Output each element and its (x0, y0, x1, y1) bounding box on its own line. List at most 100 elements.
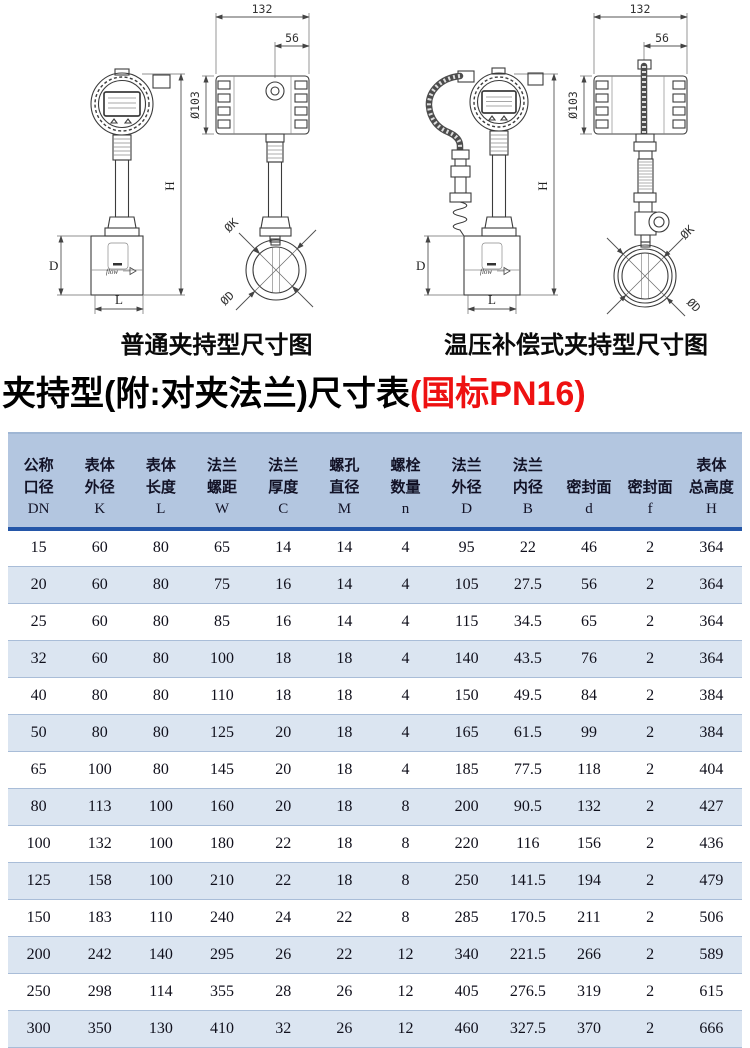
table-cell: 46 (580, 539, 597, 557)
housing-side (593, 75, 688, 135)
title-standard-badge: (国标PN16) (409, 375, 586, 413)
transmitter-head (457, 67, 544, 132)
table-row: 50 80 80 125 20 18 4 165 61.5 99 2 384 (8, 714, 742, 751)
column-header: 密封面 d (558, 432, 620, 531)
side-view-compensated: 132 56 Ø103 (566, 2, 704, 317)
table-cell: 80 (152, 760, 169, 778)
table-cell: 210 (210, 871, 235, 889)
column-symbol: C (278, 501, 289, 517)
table-cell: 4 (401, 723, 410, 741)
table-cell: 80 (152, 649, 169, 667)
table-cell: 140 (454, 649, 479, 667)
table-row: 80 113 100 160 20 18 8 200 90.5 132 2 427 (8, 788, 742, 825)
table-cell: 113 (88, 797, 112, 815)
table-cell: 27.5 (513, 575, 542, 593)
table-cell: 95 (458, 539, 475, 557)
table-cell: 24 (275, 908, 292, 926)
column-label: 螺栓 (390, 457, 421, 474)
table-cell: 200 (454, 797, 479, 815)
table-cell: 384 (699, 686, 724, 704)
table-cell: 22 (336, 908, 353, 926)
column-label: 数量 (390, 479, 421, 496)
table-cell: 80 (152, 575, 169, 593)
dim-label-H: H (162, 181, 177, 190)
dimension-table-wrap: 公称 口径 DN 表体 外径 K 表体 长度 L 法兰 螺距 W 法兰 厚度 C 螺孔 直径 M 螺栓 数量 n 法兰 外径… (8, 432, 742, 1048)
column-header: 法兰 外径 D (436, 432, 498, 531)
flow-arrow-icon (503, 266, 511, 276)
table-cell: 300 (26, 1019, 51, 1037)
column-label: 表体 (145, 457, 176, 474)
table-row: 15 60 80 65 14 14 4 95 22 46 2 364 (8, 529, 742, 566)
column-header: 法兰 螺距 W (191, 432, 253, 531)
dim-label-L: L (115, 292, 123, 307)
table-cell: 506 (699, 908, 724, 926)
table-cell: 340 (454, 945, 479, 963)
column-header: 螺孔 直径 M (313, 432, 375, 531)
display-window (103, 91, 141, 117)
table-cell: 80 (152, 686, 169, 704)
table-cell: 250 (26, 982, 51, 1000)
table-head: 公称 口径 DN 表体 外径 K 表体 长度 L 法兰 螺距 W 法兰 厚度 C 螺孔 直径 M 螺栓 数量 n 法兰 外径… (8, 432, 742, 531)
table-cell: 20 (275, 760, 292, 778)
table-cell: 20 (275, 723, 292, 741)
column-header: 密封面 f (619, 432, 681, 531)
table-cell: 183 (87, 908, 112, 926)
dim-label-132: 132 (252, 2, 273, 16)
table-cell: 114 (149, 982, 173, 1000)
table-cell: 221.5 (509, 945, 546, 963)
column-header: 表体 长度 L (130, 432, 192, 531)
table-cell: 43.5 (513, 649, 542, 667)
table-row: 32 60 80 100 18 18 4 140 43.5 76 2 364 (8, 640, 742, 677)
meter-body: flow (90, 235, 144, 296)
dim-label-56: 56 (285, 31, 299, 45)
table-cell: 165 (454, 723, 479, 741)
table-cell: 80 (152, 539, 169, 557)
table-cell: 479 (699, 871, 724, 889)
table-cell: 364 (699, 539, 724, 557)
column-symbol: K (94, 501, 106, 517)
conduit-box (152, 74, 171, 89)
table-cell: 100 (148, 834, 173, 852)
column-symbol: D (461, 501, 473, 517)
table-cell: 16 (275, 612, 292, 630)
table-cell: 2 (646, 945, 655, 963)
table-cell: 26 (275, 945, 292, 963)
table-cell: 80 (91, 686, 108, 704)
column-header: 表体 总高度 H (680, 432, 742, 531)
table-cell: 76 (580, 649, 597, 667)
table-cell: 32 (30, 649, 47, 667)
column-label: 公称 (23, 457, 54, 474)
caption-normal-clamp: 普通夹持型尺寸图 (120, 332, 313, 359)
column-label: 表体 (696, 457, 727, 474)
table-cell: 298 (87, 982, 112, 1000)
table-cell: 26 (336, 982, 353, 1000)
table-cell: 350 (87, 1019, 112, 1037)
column-label: 直径 (329, 479, 360, 496)
table-cell: 2 (646, 982, 655, 1000)
table-header-row: 公称 口径 DN 表体 外径 K 表体 长度 L 法兰 螺距 W 法兰 厚度 C 螺孔 直径 M 螺栓 数量 n 法兰 外径… (8, 432, 742, 531)
table-cell: 80 (30, 797, 47, 815)
title-main: 夹持型(附:对夹法兰)尺寸表 (2, 375, 410, 413)
column-label: 表体 (84, 457, 115, 474)
table-cell: 22 (336, 945, 353, 963)
table-cell: 327.5 (509, 1019, 546, 1037)
table-cell: 32 (275, 1019, 292, 1037)
table-cell: 100 (148, 871, 173, 889)
table-row: 25 60 80 85 16 14 4 115 34.5 65 2 364 (8, 603, 742, 640)
table-cell: 242 (87, 945, 112, 963)
transmitter-head (90, 68, 171, 136)
table-cell: 61.5 (513, 723, 542, 741)
column-label: 法兰 (451, 457, 482, 474)
column-header: 法兰 厚度 C (252, 432, 314, 531)
table-cell: 26 (336, 1019, 353, 1037)
column-label: 螺距 (207, 479, 238, 496)
table-cell: 56 (580, 575, 597, 593)
table-cell: 34.5 (513, 612, 542, 630)
dim-label-boltcircle: ØK (677, 222, 697, 242)
table-cell: 180 (210, 834, 235, 852)
table-cell: 436 (699, 834, 724, 852)
page-title: 夹持型(附:对夹法兰)尺寸表(国标PN16) (2, 366, 586, 415)
table-cell: 132 (87, 834, 112, 852)
table-cell: 18 (336, 723, 353, 741)
flow-direction-label: flow (480, 268, 492, 276)
